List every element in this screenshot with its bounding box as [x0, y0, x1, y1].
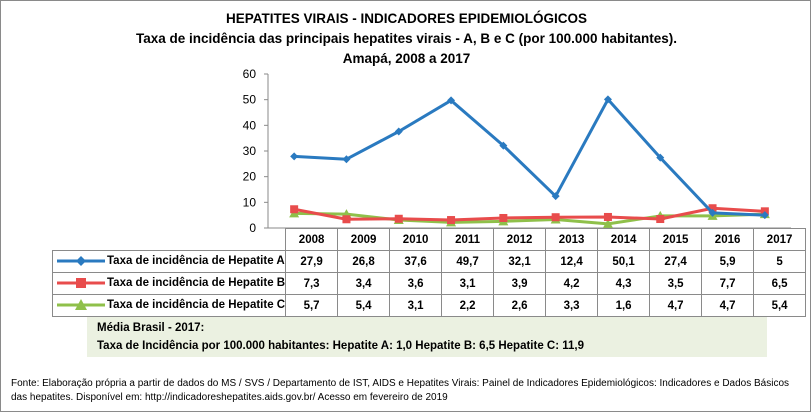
data-point-square: [708, 204, 717, 213]
year-header: 2009: [337, 228, 391, 251]
series-line-diamond: [294, 97, 765, 217]
legend-cell: Taxa de incidência de Hepatite C: [51, 294, 287, 317]
data-label: 1,6: [597, 294, 651, 317]
source-footer: Fonte: Elaboração própria a partir de da…: [11, 378, 790, 403]
year-header: 2013: [545, 228, 599, 251]
y-tick-label: 30: [243, 144, 257, 158]
data-label: 4,2: [545, 272, 599, 295]
data-label: 3,5: [649, 272, 703, 295]
data-point-diamond: [603, 95, 612, 104]
y-tick-label: 10: [243, 195, 257, 209]
data-point-square: [603, 212, 612, 221]
data-label: 7,7: [701, 272, 755, 295]
data-point-square: [499, 213, 508, 222]
year-header: 2011: [441, 228, 495, 251]
y-tick-label: 40: [243, 118, 257, 132]
data-label: 2,6: [493, 294, 547, 317]
data-label: 4,3: [597, 272, 651, 295]
chart-subtitle-location: Amapá, 2008 a 2017: [342, 51, 471, 66]
data-point-diamond: [499, 141, 508, 150]
legend-label: Taxa de incidência de Hepatite B: [107, 277, 286, 290]
table-header-row: 2008 2009 2010 2011 2012 2013 2014 2015 2016 2017: [53, 228, 807, 251]
year-header: 2012: [493, 228, 547, 251]
brazil-average-box: Média Brasil - 2017: Taxa de Incidência …: [87, 317, 767, 357]
y-tick-label: 50: [243, 93, 257, 107]
data-label: 32,1: [493, 250, 547, 273]
data-label: 3,1: [389, 294, 443, 317]
y-tick-label: 60: [243, 67, 257, 81]
data-point-diamond: [708, 208, 717, 217]
chart-title: HEPATITES VIRAIS - INDICADORES EPIDEMIOL…: [225, 11, 588, 26]
data-label: 27,9: [285, 250, 339, 273]
legend-cell: Taxa de incidência de Hepatite A: [51, 250, 287, 273]
data-point-square: [394, 214, 403, 223]
legend-label: Taxa de incidência de Hepatite C: [107, 299, 286, 312]
data-label: 2,2: [441, 294, 495, 317]
legend-cell: Taxa de incidência de Hepatite B: [51, 272, 287, 295]
table-row: Taxa de incidência de Hepatite C 5,7 5,4 3,…: [51, 294, 807, 317]
data-label: 26,8: [337, 250, 391, 273]
data-label: 5,4: [337, 294, 391, 317]
year-header: 2008: [285, 228, 339, 251]
average-values: Taxa de Incidência por 100.000 habitante…: [97, 340, 584, 352]
average-heading: Média Brasil - 2017:: [97, 322, 205, 334]
table-row: Taxa de incidência de Hepatite A 27,9 26,8…: [51, 250, 807, 273]
data-label: 3,6: [389, 272, 443, 295]
data-point-square: [447, 216, 456, 225]
year-header: 2010: [389, 228, 443, 251]
legend-triangle-icon: [57, 299, 105, 311]
series-line-square: [293, 206, 765, 222]
data-point-square: [551, 213, 560, 222]
data-point-square: [290, 205, 299, 214]
data-point-diamond: [394, 127, 403, 136]
data-label: 3,3: [545, 294, 599, 317]
data-point-diamond: [290, 152, 299, 161]
data-label: 27,4: [649, 250, 703, 273]
legend-diamond-icon: [57, 256, 105, 267]
data-point-diamond: [551, 192, 560, 201]
data-label: 12,4: [545, 250, 599, 273]
data-point-triangle: [602, 218, 613, 228]
data-table: 2008 2009 2010 2011 2012 2013 2014 2015 2016 2017…: [51, 228, 807, 317]
year-header: 2016: [701, 228, 755, 251]
data-point-diamond: [342, 155, 351, 164]
year-header: 2017: [753, 228, 807, 251]
data-label: 3,4: [337, 272, 391, 295]
data-label: 3,9: [493, 272, 547, 295]
data-label: 6,5: [753, 272, 807, 295]
legend-label: Taxa de incidência de Hepatite A: [107, 255, 285, 268]
data-label: 4,7: [649, 294, 703, 317]
data-label: 5,7: [285, 294, 339, 317]
data-point-diamond: [656, 153, 665, 162]
data-label: 5: [753, 250, 807, 273]
data-label: 7,3: [285, 272, 339, 295]
year-header: 2015: [649, 228, 703, 251]
table-row: Taxa de incidência de Hepatite B 7,3 3,4 3,…: [51, 272, 807, 295]
data-point-diamond: [447, 96, 456, 105]
data-point-diamond: [760, 211, 769, 220]
data-label: 5,4: [753, 294, 807, 317]
data-label: 4,7: [701, 294, 755, 317]
series-line-triangle: [294, 211, 765, 226]
data-label: 37,6: [389, 250, 443, 273]
data-label: 5,9: [701, 250, 755, 273]
year-header: 2014: [597, 228, 651, 251]
data-point-square: [342, 215, 351, 224]
table-corner: [53, 229, 286, 251]
data-label: 3,1: [441, 272, 495, 295]
legend-square-icon: [57, 278, 105, 289]
data-point-square: [656, 215, 665, 224]
data-label: 49,7: [441, 250, 495, 273]
y-tick-label: 0: [249, 221, 256, 235]
y-tick-label: 20: [243, 170, 257, 184]
chart-subtitle: Taxa de incidência das principais hepati…: [136, 31, 677, 46]
data-label: 50,1: [597, 250, 651, 273]
